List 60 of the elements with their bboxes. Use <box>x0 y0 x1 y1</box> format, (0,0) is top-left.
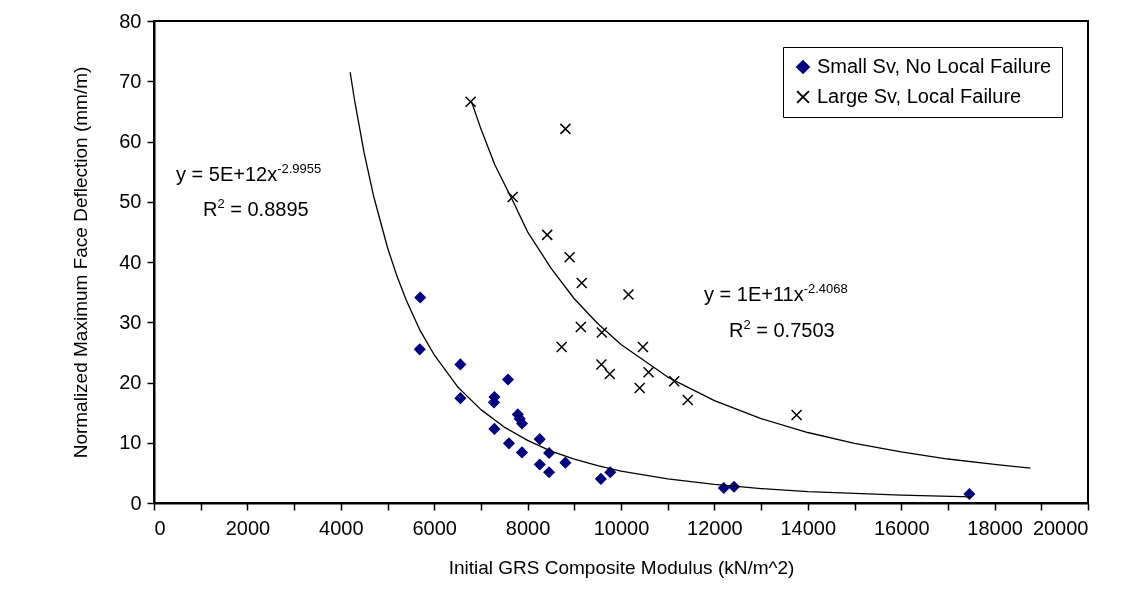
point <box>559 123 572 135</box>
x-tick-label: 6000 <box>412 516 457 539</box>
x-axis-title: Initial GRS Composite Modulus (kN/m^2) <box>448 556 795 578</box>
annotation: R$^{2}$ = 0.8895 <box>203 196 309 220</box>
y-tick-label: 40 <box>119 250 142 273</box>
point <box>454 392 467 404</box>
legend-label: Large Sv, Local Failure <box>817 85 1022 107</box>
point <box>414 291 426 304</box>
x-tick-label: 0 <box>154 516 166 539</box>
point <box>559 456 572 469</box>
point <box>464 95 477 108</box>
y-tick-label: 70 <box>119 69 142 92</box>
point <box>575 321 587 333</box>
x-tick-label: 14000 <box>780 516 837 539</box>
point <box>596 326 608 339</box>
point <box>622 288 635 301</box>
y-tick-label: 10 <box>119 431 142 454</box>
legend-label: Small Sv, No Local Failure <box>817 55 1052 77</box>
y-axis-title: Normalized Maximum Face Deflection (mm/m) <box>70 66 92 459</box>
x-tick-label: 16000 <box>873 516 930 539</box>
y-tick-label: 50 <box>119 190 142 213</box>
point <box>637 341 649 353</box>
point <box>633 382 646 394</box>
point <box>516 446 528 459</box>
point <box>503 437 515 450</box>
point <box>488 423 501 435</box>
point <box>533 458 546 471</box>
annotation: y = 1E+11x$^{-2.4068}$ <box>704 281 848 305</box>
y-tick-label: 80 <box>119 9 142 32</box>
x-tick-label: 4000 <box>319 516 364 539</box>
y-tick-label: 60 <box>119 130 142 152</box>
y-tick-label: 30 <box>119 310 142 333</box>
x-tick-label: 20000 <box>1032 516 1089 539</box>
x-tick-label: 18000 <box>967 516 1023 539</box>
point <box>413 343 426 356</box>
point <box>533 433 546 445</box>
point <box>790 409 803 421</box>
x-tick-label: 12000 <box>687 516 743 539</box>
point <box>502 373 514 386</box>
point <box>668 375 680 388</box>
point <box>563 251 576 263</box>
point <box>543 466 555 479</box>
point <box>506 191 519 203</box>
annotation: y = 5E+12x$^{-2.9955}$ <box>176 161 322 185</box>
point <box>541 229 553 241</box>
point <box>555 341 568 353</box>
point <box>604 368 616 380</box>
point <box>454 358 467 371</box>
point <box>595 473 607 485</box>
x-tick-label: 2000 <box>225 516 271 539</box>
point <box>642 366 655 379</box>
point <box>595 358 608 371</box>
x-tick-label: 8000 <box>505 516 551 539</box>
y-tick-label: 20 <box>119 371 142 393</box>
point <box>604 466 617 479</box>
annotation: R$^{2}$ = 0.7503 <box>729 317 835 341</box>
point <box>576 277 588 289</box>
point <box>682 394 694 406</box>
y-tick-label: 0 <box>130 491 142 514</box>
x-tick-label: 10000 <box>593 516 650 539</box>
